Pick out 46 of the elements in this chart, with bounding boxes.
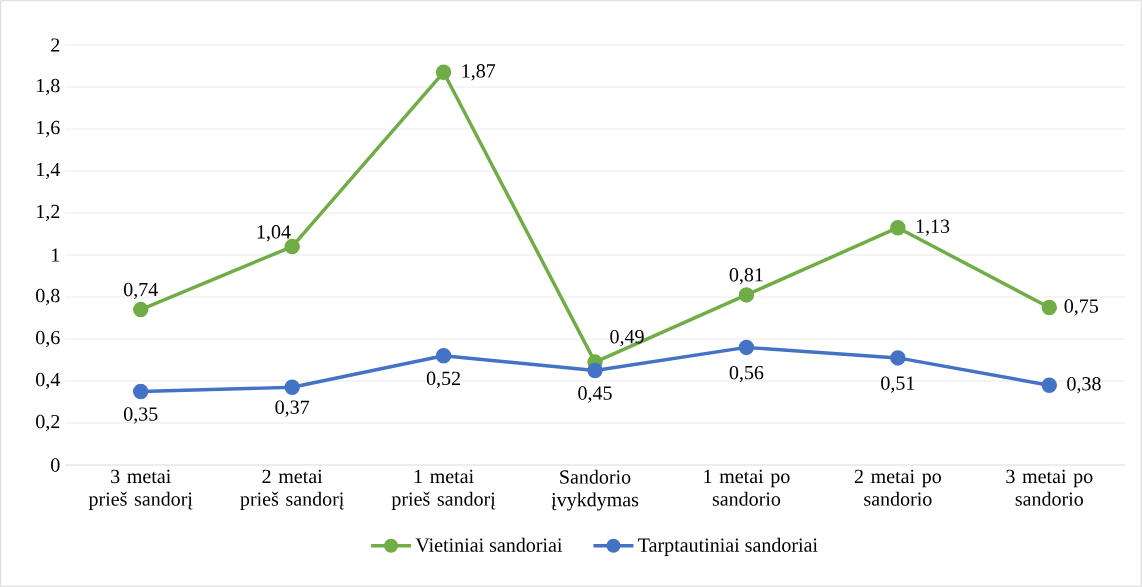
point <box>1041 299 1058 316</box>
x-tick-label: 2 metai prieš sandorį <box>240 469 345 510</box>
y-tick-label: 1,2 <box>37 204 60 222</box>
y-tick-label: 0,4 <box>36 372 60 390</box>
y-tick-label: 0 <box>51 458 60 472</box>
y-tick-label: 1,8 <box>37 78 60 96</box>
y-tick-label: 0,2 <box>36 414 60 432</box>
data-label: 0,38 <box>1067 377 1101 394</box>
data-label: 1,13 <box>916 219 950 236</box>
data-label: 0,75 <box>1064 299 1099 316</box>
data-label: 0,37 <box>275 400 310 417</box>
x-tick-label: 3 metai po sandorio <box>1006 469 1093 506</box>
y-tick-label: 2 <box>51 38 60 52</box>
x-tick-label: 1 metai po sandorio <box>704 469 790 506</box>
point <box>587 362 603 379</box>
point <box>890 350 906 366</box>
data-label: 0,35 <box>123 407 158 424</box>
point <box>435 348 452 364</box>
x-tick-label: 2 metai po sandorio <box>854 469 941 506</box>
x-tick-label: Sandorio įvykdymas <box>551 469 639 511</box>
point <box>738 287 755 303</box>
data-label: 0,49 <box>610 329 644 347</box>
y-tick-label: 1,4 <box>37 162 60 180</box>
data-label: 1,87 <box>462 64 496 81</box>
x-tick-label: 3 metai prieš sandorį <box>88 469 193 510</box>
data-label: 0,56 <box>729 365 764 383</box>
data-label: 0,81 <box>729 268 763 285</box>
data-label: 0,51 <box>881 376 915 393</box>
point <box>1041 377 1058 393</box>
legend-label: Tarptautiniai sandoriai <box>638 537 818 556</box>
point <box>284 379 300 396</box>
y-tick-label: 1 <box>52 248 60 262</box>
point <box>132 301 149 318</box>
point <box>132 383 149 400</box>
y-tick-label: 0,8 <box>36 288 60 306</box>
y-tick-label: 0,6 <box>36 330 60 348</box>
point <box>435 64 452 81</box>
data-label: 0,45 <box>578 386 612 403</box>
data-label: 0,74 <box>123 282 158 300</box>
data-label: 1,04 <box>257 225 291 242</box>
point <box>890 219 906 236</box>
data-label: 0,52 <box>426 371 460 388</box>
legend-label: Vietiniai sandoriai <box>415 537 563 552</box>
point <box>738 339 755 356</box>
y-tick-label: 1,6 <box>37 120 60 138</box>
x-tick-label: 1 metai prieš sandorį <box>391 469 496 510</box>
